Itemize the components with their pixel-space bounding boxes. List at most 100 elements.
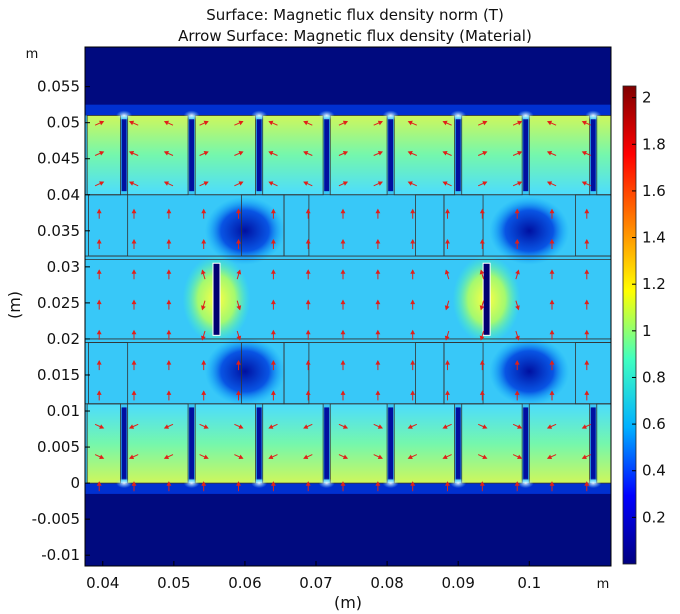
gap-low-field-top <box>256 119 262 192</box>
field-arrow-head <box>305 329 311 335</box>
field-arrow-head <box>201 360 207 365</box>
field-arrow-head <box>479 390 485 395</box>
field-arrow-head <box>96 269 102 274</box>
corner-glow-bottom <box>183 478 200 489</box>
field-arrow-head <box>584 269 590 274</box>
field-arrow-head <box>270 269 276 274</box>
field-arrow-head <box>514 360 520 365</box>
field-arrow-head <box>584 481 590 486</box>
field-arrow-head <box>305 269 311 274</box>
field-arrow-head <box>375 329 381 335</box>
field-arrow-head <box>442 120 448 126</box>
gap-low-field-bottom <box>388 407 394 480</box>
field-arrow-head <box>201 305 206 311</box>
field-arrow-head <box>546 181 553 186</box>
field-arrow-head <box>128 454 135 460</box>
colorbar-tick-label: 0.8 <box>642 368 666 386</box>
gap-low-field-bottom <box>256 407 262 480</box>
field-arrow-head <box>163 454 169 460</box>
field-arrow-head <box>581 151 587 156</box>
field-arrow-head <box>517 120 523 126</box>
gap-low-field-top <box>388 119 394 192</box>
field-arrow-head <box>99 151 105 156</box>
magnet-block-bottom <box>393 403 456 484</box>
field-arrow-head <box>549 299 555 305</box>
field-arrow-head <box>479 335 485 341</box>
field-arrow-head <box>515 335 520 341</box>
field-arrow-head <box>163 120 169 126</box>
magnet-block-top <box>86 115 121 196</box>
field-arrow-head <box>96 329 102 335</box>
field-arrow-head <box>549 481 555 486</box>
field-arrow-head <box>581 454 587 460</box>
field-arrow-head <box>201 481 207 486</box>
x-tick-label: 0.04 <box>86 574 119 592</box>
field-arrow-head <box>546 454 553 460</box>
field-arrow-head <box>131 481 137 486</box>
field-arrow-head <box>479 208 485 214</box>
field-arrow-head <box>377 120 383 126</box>
boundary-box <box>575 194 611 257</box>
field-arrow-head <box>236 238 241 244</box>
field-arrow-head <box>340 481 346 486</box>
field-arrow-head <box>128 181 135 186</box>
field-arrow-head <box>517 151 523 156</box>
field-arrow-head <box>270 481 276 486</box>
gap-low-field-bottom <box>121 407 127 480</box>
field-arrow-head <box>482 454 488 460</box>
field-arrow-head <box>303 181 309 186</box>
field-arrow-head <box>407 151 413 156</box>
field-arrow-head <box>375 299 381 305</box>
y-axis-label: (m) <box>5 291 24 319</box>
magnet-block-bottom <box>461 403 523 484</box>
gap-low-field-bottom <box>324 407 330 480</box>
field-arrow-head <box>131 390 137 395</box>
field-arrow-head <box>546 120 553 126</box>
field-arrow-head <box>236 269 242 275</box>
magnet-block-top <box>461 115 523 196</box>
magnet-block-top <box>596 115 611 196</box>
field-halo-top <box>85 104 611 116</box>
field-arrow-head <box>546 151 553 156</box>
field-arrow-head <box>514 238 520 244</box>
y-tick-label: -0.005 <box>32 510 80 528</box>
field-arrow-head <box>377 181 383 186</box>
field-arrow-head <box>166 360 172 365</box>
field-arrow-head <box>270 360 276 365</box>
field-arrow-head <box>270 208 276 214</box>
corner-glow-top <box>450 110 467 121</box>
field-arrow-head <box>203 454 209 460</box>
field-arrow-head <box>442 454 448 460</box>
field-arrow-head <box>514 208 520 214</box>
gap-low-field-top <box>121 119 127 192</box>
corner-glow-bottom <box>318 478 335 489</box>
corner-glow-top <box>251 110 268 121</box>
field-arrow-head <box>407 454 413 460</box>
field-arrow-head <box>482 424 488 429</box>
y-tick-label: 0.025 <box>37 294 80 312</box>
field-arrow-head <box>442 151 448 156</box>
field-arrow-head <box>131 329 137 335</box>
field-arrow-head <box>270 390 276 395</box>
gap-low-field-top <box>590 119 596 192</box>
field-arrow-head <box>96 238 102 244</box>
field-arrow-head <box>203 120 209 126</box>
field-arrow-head <box>166 329 172 335</box>
field-arrow-head <box>445 360 450 365</box>
gap-low-field-bottom <box>590 407 596 480</box>
field-arrow-head <box>479 238 485 244</box>
field-arrow-head <box>482 181 488 186</box>
field-arrow-head <box>305 481 311 486</box>
field-arrow-head <box>584 329 590 335</box>
field-arrow-head <box>201 390 207 395</box>
y-tick-label: 0.01 <box>47 402 80 420</box>
field-arrow-head <box>201 238 207 244</box>
field-arrow-head <box>99 424 105 429</box>
field-arrow-head <box>268 424 274 429</box>
field-arrow-head <box>546 424 553 429</box>
field-arrow-head <box>166 238 172 244</box>
field-arrow-head <box>584 390 590 395</box>
field-arrow-head <box>514 481 520 486</box>
colorbar-tick-label: 1.8 <box>642 135 666 153</box>
